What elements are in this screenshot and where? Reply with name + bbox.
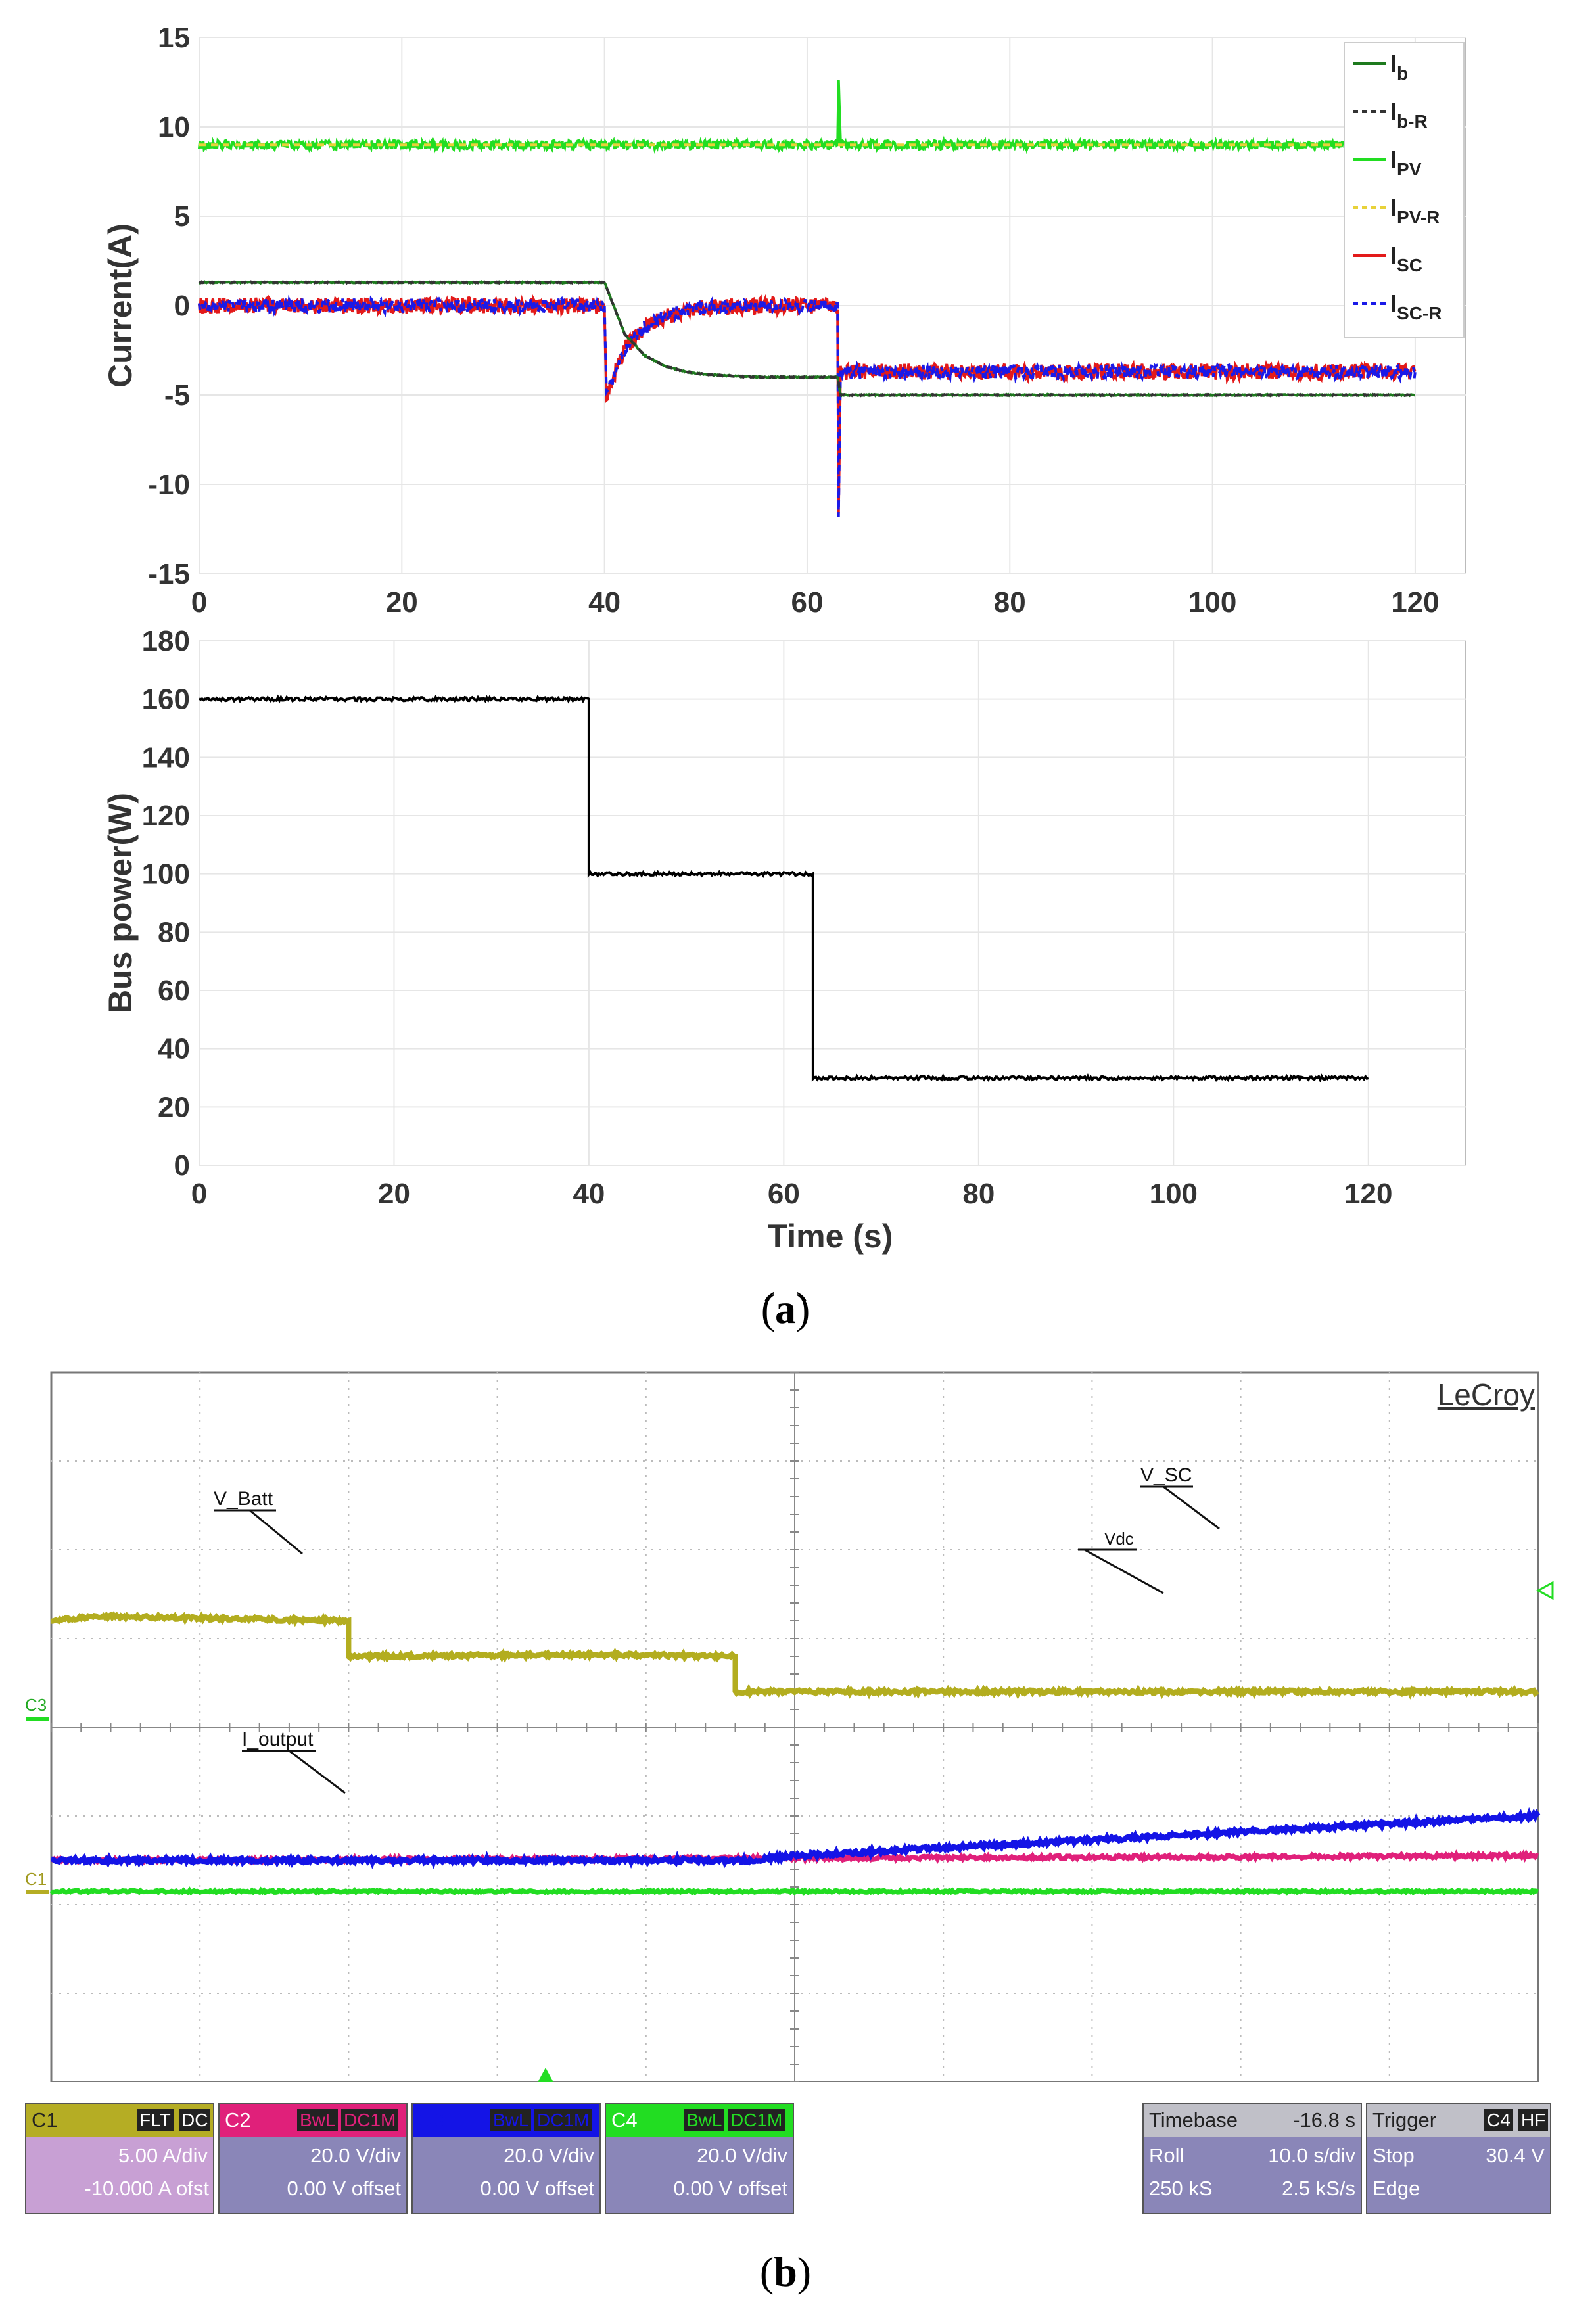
y-tick-label: 100 (142, 858, 190, 891)
x-tick-label: 120 (1344, 1178, 1392, 1210)
y-tick-label: 5 (174, 200, 190, 233)
current-legend: Ib Ib-R IPV IPV-R ISC ISC-R (1344, 43, 1464, 337)
timebase-title: Timebase (1149, 2108, 1238, 2132)
y-tick-label: 140 (142, 741, 190, 774)
timebase-samples: 250 kS (1149, 2177, 1213, 2200)
panel-c4-tag1: BwL (684, 2109, 724, 2131)
scope-brand: LeCroy (1438, 1378, 1535, 1412)
trigger-tag: HF (1518, 2109, 1548, 2131)
caption-b-box: (b) (0, 2248, 1571, 2296)
trigger-level: 30.4 V (1486, 2144, 1545, 2168)
svg-text:V_SC: V_SC (1140, 1464, 1192, 1486)
current-y-ticks: 15 10 5 0 -5 -10 -15 (148, 22, 190, 590)
y-tick-label: -10 (148, 469, 190, 501)
panel-c1-scale: 5.00 A/div (118, 2144, 208, 2168)
panel-c2-scale: 20.0 V/div (310, 2144, 401, 2168)
panel-c2-offset: 0.00 V offset (287, 2177, 402, 2200)
caption-a-letter: a (775, 1286, 796, 1332)
y-tick-label: 15 (158, 22, 190, 54)
timebase-per-div: 10.0 s/div (1268, 2144, 1355, 2168)
x-tick-label: 80 (962, 1178, 995, 1210)
panel-c2-tag2: DC1M (341, 2109, 398, 2131)
y-tick-label: 60 (158, 975, 190, 1007)
x-tick-label: 60 (791, 586, 823, 618)
trigger-title: Trigger (1372, 2108, 1436, 2132)
x-tick-label: 40 (573, 1178, 605, 1210)
y-tick-label: 40 (158, 1033, 190, 1065)
panel-timebase[interactable]: Timebase -16.8 s Roll 10.0 s/div 250 kS … (1142, 2103, 1362, 2214)
y-tick-label: 80 (158, 916, 190, 948)
power-x-ticks: 0 20 40 60 80 100 120 (191, 1178, 1393, 1210)
timebase-rate: 2.5 kS/s (1282, 2177, 1355, 2200)
panel-c1-name: C1 (32, 2108, 58, 2132)
x-tick-label: 80 (994, 586, 1026, 618)
panel-c3[interactable]: C3 BwL DC1M 20.0 V/div 0.00 V offset (411, 2103, 601, 2214)
y-tick-label: 0 (174, 290, 190, 322)
chart-a: 15 10 5 0 -5 -10 -15 0 20 40 60 80 100 120 Current(A… (0, 0, 1571, 1301)
x-tick-label: 40 (588, 586, 621, 618)
panel-c2-tag1: BwL (297, 2109, 338, 2131)
panel-c4-name: C4 (611, 2108, 638, 2132)
trigger-level-marker (1538, 1583, 1553, 1598)
panel-c3-tag1: BwL (490, 2109, 531, 2131)
channel-marker-c3: C3 (25, 1695, 47, 1715)
svg-text:V_Batt: V_Batt (214, 1488, 273, 1510)
caption-a-box: (a) (0, 1285, 1571, 1334)
current-y-axis-label: Current(A) (102, 223, 139, 388)
x-tick-label: 20 (386, 586, 418, 618)
panel-c3-offset: 0.00 V offset (481, 2177, 595, 2200)
y-tick-label: 20 (158, 1091, 190, 1123)
panel-c4-tag2: DC1M (728, 2109, 785, 2131)
panel-c1-tag2: DC (179, 2109, 210, 2131)
y-tick-label: 0 (174, 1150, 190, 1182)
trigger-type: Edge (1372, 2177, 1420, 2200)
y-tick-label: 10 (158, 111, 190, 143)
panel-c4-scale: 20.0 V/div (697, 2144, 787, 2168)
x-tick-label: 100 (1150, 1178, 1198, 1210)
power-y-ticks: 180 160 140 120 100 80 60 40 20 0 (142, 625, 190, 1182)
timebase-value: -16.8 s (1293, 2108, 1355, 2132)
current-x-ticks: 0 20 40 60 80 100 120 (191, 586, 1440, 618)
panel-c1-tag1: FLT (137, 2109, 174, 2131)
panel-trigger[interactable]: Trigger C4 HF Stop 30.4 V Edge (1366, 2103, 1551, 2214)
x-tick-label: 100 (1188, 586, 1236, 618)
y-tick-label: -15 (148, 558, 190, 590)
panel-c2-name: C2 (225, 2108, 251, 2132)
power-x-axis-label: Time (s) (768, 1218, 893, 1255)
chart-b-scope: LeCroy V_Batt V_SC Vdc I_output C3 C1 (0, 1359, 1571, 2082)
x-tick-label: 120 (1391, 586, 1439, 618)
y-tick-label: 180 (142, 625, 190, 657)
power-y-axis-label: Bus power(W) (102, 793, 139, 1013)
panel-c1[interactable]: C1 FLT DC 5.00 A/div -10.000 A ofst (25, 2103, 214, 2214)
y-tick-label: 120 (142, 800, 190, 832)
x-tick-label: 20 (378, 1178, 410, 1210)
timebase-mode: Roll (1149, 2144, 1184, 2168)
panel-c4-offset: 0.00 V offset (674, 2177, 788, 2200)
channel-marker-c1: C1 (25, 1869, 47, 1889)
y-tick-label: 160 (142, 684, 190, 716)
x-tick-label: 0 (191, 586, 207, 618)
panel-c3-scale: 20.0 V/div (504, 2144, 594, 2168)
y-tick-label: -5 (164, 379, 190, 411)
trigger-channel: C4 (1484, 2109, 1513, 2131)
panel-c4[interactable]: C4 BwL DC1M 20.0 V/div 0.00 V offset (605, 2103, 794, 2214)
scope-panels: C1 FLT DC 5.00 A/div -10.000 A ofst C2 B… (25, 2103, 1550, 2215)
svg-text:I_output: I_output (242, 1729, 314, 1750)
x-tick-label: 0 (191, 1178, 207, 1210)
svg-text:Vdc: Vdc (1104, 1529, 1134, 1548)
trigger-mode: Stop (1372, 2144, 1415, 2168)
panel-c3-tag2: DC1M (534, 2109, 592, 2131)
power-plot-area (199, 641, 1466, 1165)
panel-c3-name: C3 (418, 2108, 444, 2132)
panel-c1-offset: -10.000 A ofst (84, 2177, 209, 2200)
x-tick-label: 60 (768, 1178, 800, 1210)
scope-trace-Vdc (51, 1890, 1538, 1892)
caption-b-letter: b (774, 2248, 797, 2295)
panel-c2[interactable]: C2 BwL DC1M 20.0 V/div 0.00 V offset (218, 2103, 408, 2214)
